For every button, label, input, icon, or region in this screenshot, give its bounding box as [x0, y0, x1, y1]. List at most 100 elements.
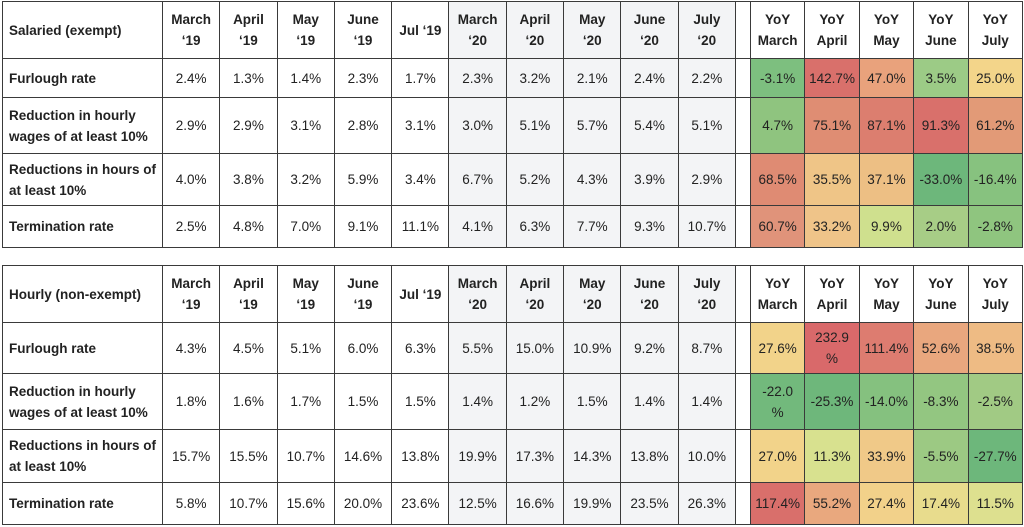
data-row: Reductions in hours of at least 10% 15.7%… [2, 429, 1023, 483]
yoy-value: 38.5% [967, 322, 1023, 374]
month-value: 3.4% [391, 153, 450, 206]
month-value: 1.5% [391, 373, 450, 430]
month-value: 1.8% [161, 373, 221, 430]
month-header: May ‘19 [276, 265, 335, 323]
month-value: 2.3% [333, 58, 393, 98]
month-header: March ‘19 [161, 1, 221, 59]
yoy-value: -33.0% [913, 153, 969, 206]
header-label: Hourly (non-exempt) [2, 265, 163, 323]
yoy-value: 33.2% [804, 205, 860, 248]
month-value: 2.8% [333, 97, 393, 154]
month-value: 4.5% [219, 322, 278, 374]
row-label: Reductions in hours of at least 10% [2, 429, 163, 483]
yoy-value: 75.1% [804, 97, 860, 154]
month-value: 1.4% [448, 373, 507, 430]
month-value: 4.3% [563, 153, 622, 206]
month-value: 15.7% [161, 429, 221, 483]
yoy-value: -2.5% [967, 373, 1023, 430]
month-value: 5.2% [505, 153, 565, 206]
month-header: June ‘20 [620, 265, 679, 323]
yoy-header: YoY April [804, 265, 860, 323]
gap-cell [734, 429, 751, 483]
yoy-value: -22.0 % [749, 373, 806, 430]
gap-cell [734, 205, 751, 248]
month-header: April ‘20 [505, 265, 565, 323]
row-label: Termination rate [2, 205, 163, 248]
yoy-value: 91.3% [913, 97, 969, 154]
month-value: 10.0% [677, 429, 736, 483]
yoy-value: -16.4% [967, 153, 1023, 206]
month-value: 3.9% [620, 153, 679, 206]
month-value: 5.9% [333, 153, 393, 206]
month-value: 5.1% [677, 97, 736, 154]
month-header: Jul ‘19 [391, 265, 450, 323]
yoy-value: 25.0% [967, 58, 1023, 98]
month-value: 3.2% [505, 58, 565, 98]
month-header: July ‘20 [677, 1, 736, 59]
month-value: 5.1% [276, 322, 335, 374]
row-label: Reduction in hourly wages of at least 10… [2, 373, 163, 430]
data-row: Termination rate 5.8% 10.7% 15.6% 20.0% 23.6%… [2, 482, 1023, 525]
month-header: June ‘19 [333, 265, 393, 323]
month-value: 3.2% [276, 153, 335, 206]
month-value: 13.8% [620, 429, 679, 483]
yoy-header: YoY April [804, 1, 860, 59]
month-value: 15.5% [219, 429, 278, 483]
yoy-value: 17.4% [913, 482, 969, 525]
yoy-value: -5.5% [913, 429, 969, 483]
yoy-value: -2.8% [967, 205, 1023, 248]
month-value: 20.0% [333, 482, 393, 525]
month-value: 2.5% [161, 205, 221, 248]
month-value: 12.5% [448, 482, 507, 525]
yoy-value: 52.6% [913, 322, 969, 374]
month-value: 5.5% [448, 322, 507, 374]
month-value: 2.3% [448, 58, 507, 98]
yoy-value: 55.2% [804, 482, 860, 525]
yoy-header: YoY May [858, 265, 915, 323]
month-value: 13.8% [391, 429, 450, 483]
month-value: 3.1% [276, 97, 335, 154]
month-header: June ‘19 [333, 1, 393, 59]
yoy-header: YoY March [749, 1, 806, 59]
month-value: 11.1% [391, 205, 450, 248]
month-value: 3.1% [391, 97, 450, 154]
row-label: Termination rate [2, 482, 163, 525]
month-value: 1.4% [677, 373, 736, 430]
month-value: 10.7% [219, 482, 278, 525]
yoy-value: 68.5% [749, 153, 806, 206]
month-value: 15.6% [276, 482, 335, 525]
month-value: 1.2% [505, 373, 565, 430]
month-value: 6.0% [333, 322, 393, 374]
yoy-value: 232.9 % [804, 322, 860, 374]
yoy-value: 27.0% [749, 429, 806, 483]
yoy-value: -3.1% [749, 58, 806, 98]
month-value: 1.6% [219, 373, 278, 430]
gap-cell [734, 373, 751, 430]
month-value: 10.9% [563, 322, 622, 374]
yoy-header: YoY March [749, 265, 806, 323]
header-row: Hourly (non-exempt) March ‘19 April ‘19 May… [2, 265, 1023, 323]
yoy-header: YoY July [967, 1, 1023, 59]
month-value: 4.0% [161, 153, 221, 206]
yoy-value: -8.3% [913, 373, 969, 430]
gap-cell [734, 322, 751, 374]
month-value: 5.7% [563, 97, 622, 154]
yoy-value: 9.9% [858, 205, 915, 248]
month-value: 19.9% [448, 429, 507, 483]
month-header: March ‘20 [448, 1, 507, 59]
yoy-value: 47.0% [858, 58, 915, 98]
data-row: Reduction in hourly wages of at least 10… [2, 373, 1023, 430]
yoy-value: 33.9% [858, 429, 915, 483]
gap-cell [734, 1, 751, 59]
yoy-value: 142.7% [804, 58, 860, 98]
data-row: Furlough rate 2.4% 1.3% 1.4% 2.3% 1.7% 2.3% 3.2… [2, 58, 1023, 98]
row-label: Furlough rate [2, 322, 163, 374]
month-value: 23.5% [620, 482, 679, 525]
month-value: 2.2% [677, 58, 736, 98]
yoy-value: 11.3% [804, 429, 860, 483]
row-label: Furlough rate [2, 58, 163, 98]
month-header: May ‘20 [563, 265, 622, 323]
header-label: Salaried (exempt) [2, 1, 163, 59]
month-value: 1.7% [276, 373, 335, 430]
